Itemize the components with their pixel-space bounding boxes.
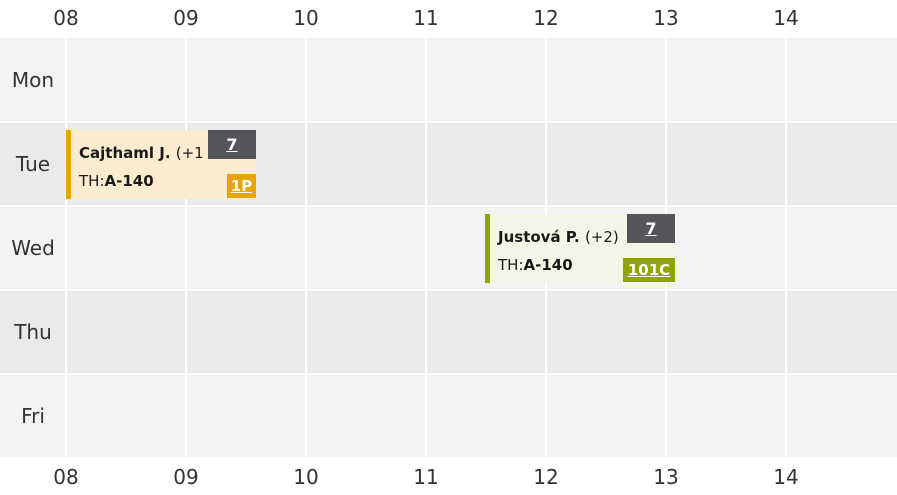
event-teacher: Cajthaml J. (79, 144, 171, 162)
day-label: Mon (11, 67, 55, 92)
day-row-mon: Mon (0, 38, 897, 123)
hour-label: 14 (773, 6, 799, 30)
hour-label: 09 (173, 6, 199, 30)
day-label: Fri (21, 404, 45, 428)
event-card-wed[interactable]: Justová P. (+2) TH:A-140 7 101C (485, 214, 675, 283)
hour-label: 13 (653, 6, 679, 30)
hour-gridline (425, 38, 427, 457)
event-title: Cajthaml J. (+1 (79, 144, 204, 162)
event-teacher-extra: (+2) (584, 228, 619, 246)
event-card-tue[interactable]: Cajthaml J. (+1 TH:A-140 7 1P (66, 130, 256, 199)
day-row-wed: Wed (0, 207, 897, 291)
event-room-name: A-140 (104, 172, 154, 190)
day-label: Thu (14, 320, 52, 344)
hour-label: 08 (53, 465, 79, 489)
event-badge-link[interactable]: 7 (208, 130, 256, 159)
event-code-link[interactable]: 101C (623, 258, 675, 282)
event-title-clip: Cajthaml J. (+1 (71, 130, 208, 199)
hour-label: 10 (293, 465, 319, 489)
event-room-name: A-140 (523, 256, 573, 274)
day-row-fri: Fri (0, 375, 897, 457)
hour-label: 12 (533, 465, 559, 489)
hour-label: 10 (293, 6, 319, 30)
event-title-clip: Justová P. (+2) (490, 214, 627, 283)
event-code-link[interactable]: 1P (227, 174, 256, 198)
event-title: Justová P. (+2) (498, 228, 619, 246)
event-room: TH:A-140 (79, 172, 154, 190)
hour-gridline (785, 38, 787, 457)
event-teacher: Justová P. (498, 228, 580, 246)
hour-gridline (185, 38, 187, 457)
hour-gridline (305, 38, 307, 457)
hour-label: 08 (53, 6, 79, 30)
hour-axis-top: 08 09 10 11 12 13 14 (0, 0, 897, 38)
day-label: Wed (11, 236, 55, 260)
hour-axis-bottom: 08 09 10 11 12 13 14 (0, 457, 897, 495)
day-row-thu: Thu (0, 291, 897, 375)
event-room-prefix: TH: (498, 256, 524, 274)
event-teacher-extra: (+1 (175, 144, 204, 162)
event-room-prefix: TH: (79, 172, 105, 190)
event-badge-link[interactable]: 7 (627, 214, 675, 243)
hour-label: 11 (413, 6, 439, 30)
hour-gridline (65, 38, 67, 457)
hour-label: 12 (533, 6, 559, 30)
hour-label: 14 (773, 465, 799, 489)
hour-label: 13 (653, 465, 679, 489)
timetable-grid: Mon Tue Wed Thu Fri Cajthaml J. (+1 TH:A… (0, 38, 897, 457)
event-room: TH:A-140 (498, 256, 573, 274)
day-label: Tue (15, 152, 51, 176)
hour-label: 11 (413, 465, 439, 489)
hour-label: 09 (173, 465, 199, 489)
